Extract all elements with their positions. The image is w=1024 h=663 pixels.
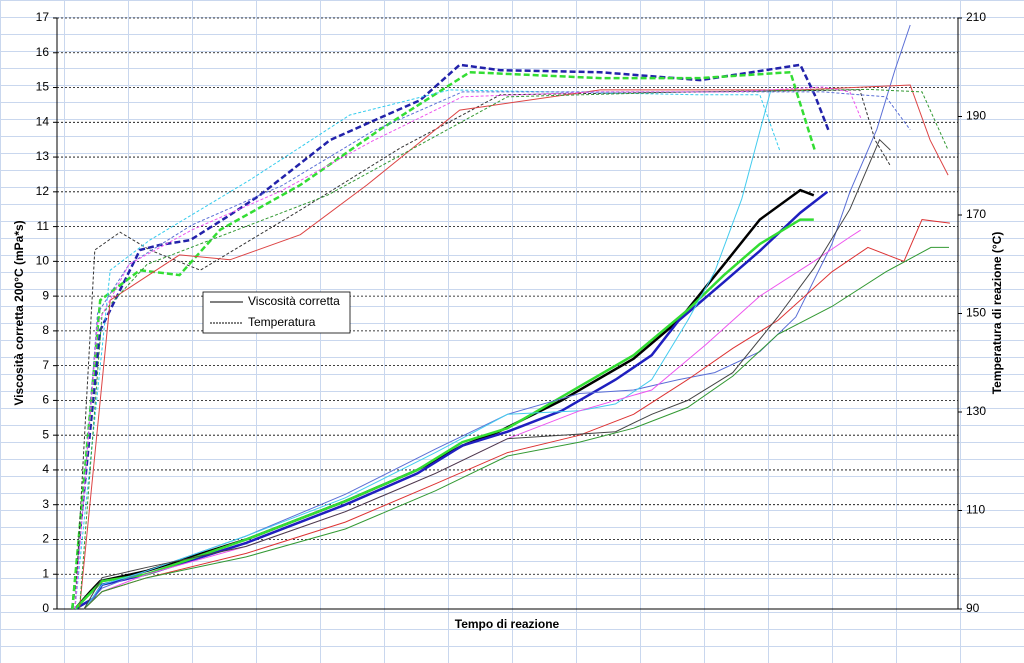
y-tick-label: 14 (36, 114, 50, 128)
y-tick-label: 11 (37, 219, 50, 233)
y2-tick-label: 90 (966, 601, 980, 615)
y-tick-label: 3 (42, 497, 49, 511)
series-line (74, 89, 891, 610)
y2-tick-label: 170 (966, 207, 986, 221)
y2-tick-label: 190 (966, 109, 986, 123)
y2-axis-title: Temperatura di reazione (°C) (990, 232, 1004, 395)
series-line (83, 138, 891, 610)
series-line (74, 91, 911, 610)
y-tick-label: 5 (42, 427, 49, 441)
y-tick-label: 12 (36, 184, 50, 198)
x-axis-title: Tempo di reazione (455, 617, 560, 631)
series-line (83, 229, 861, 610)
y-tick-label: 10 (36, 254, 50, 268)
series-line (83, 219, 950, 610)
y-tick-label: 17 (36, 10, 50, 24)
series-line (71, 70, 816, 610)
series-line (83, 90, 772, 610)
series-line (74, 188, 815, 610)
y-tick-label: 2 (42, 532, 49, 546)
series-line (83, 246, 949, 610)
y-tick-label: 6 (42, 393, 49, 407)
y-tick-label: 1 (42, 566, 49, 580)
y2-tick-label: 130 (966, 404, 986, 418)
y2-tick-label: 110 (966, 503, 985, 517)
series-line (79, 88, 949, 610)
y-tick-label: 15 (36, 80, 50, 94)
y-tick-label: 8 (42, 323, 49, 337)
y2-tick-label: 150 (966, 306, 986, 320)
y-tick-label: 0 (42, 601, 49, 615)
y2-tick-label: 210 (966, 10, 986, 24)
legend-label: Viscosità corretta (248, 294, 340, 308)
y-axis-title: Viscosità corretta 200°C (mPa*s) (12, 220, 26, 405)
y-tick-label: 16 (36, 45, 50, 59)
y-tick-label: 13 (36, 149, 50, 163)
series-line (74, 89, 781, 610)
legend-box (202, 291, 351, 334)
series-line (74, 218, 814, 610)
y-tick-label: 4 (42, 462, 49, 476)
series-line (79, 84, 949, 610)
legend-label: Temperatura (248, 315, 316, 329)
series-line (74, 86, 863, 610)
y-tick-label: 7 (42, 358, 49, 372)
y-tick-label: 9 (42, 288, 49, 302)
